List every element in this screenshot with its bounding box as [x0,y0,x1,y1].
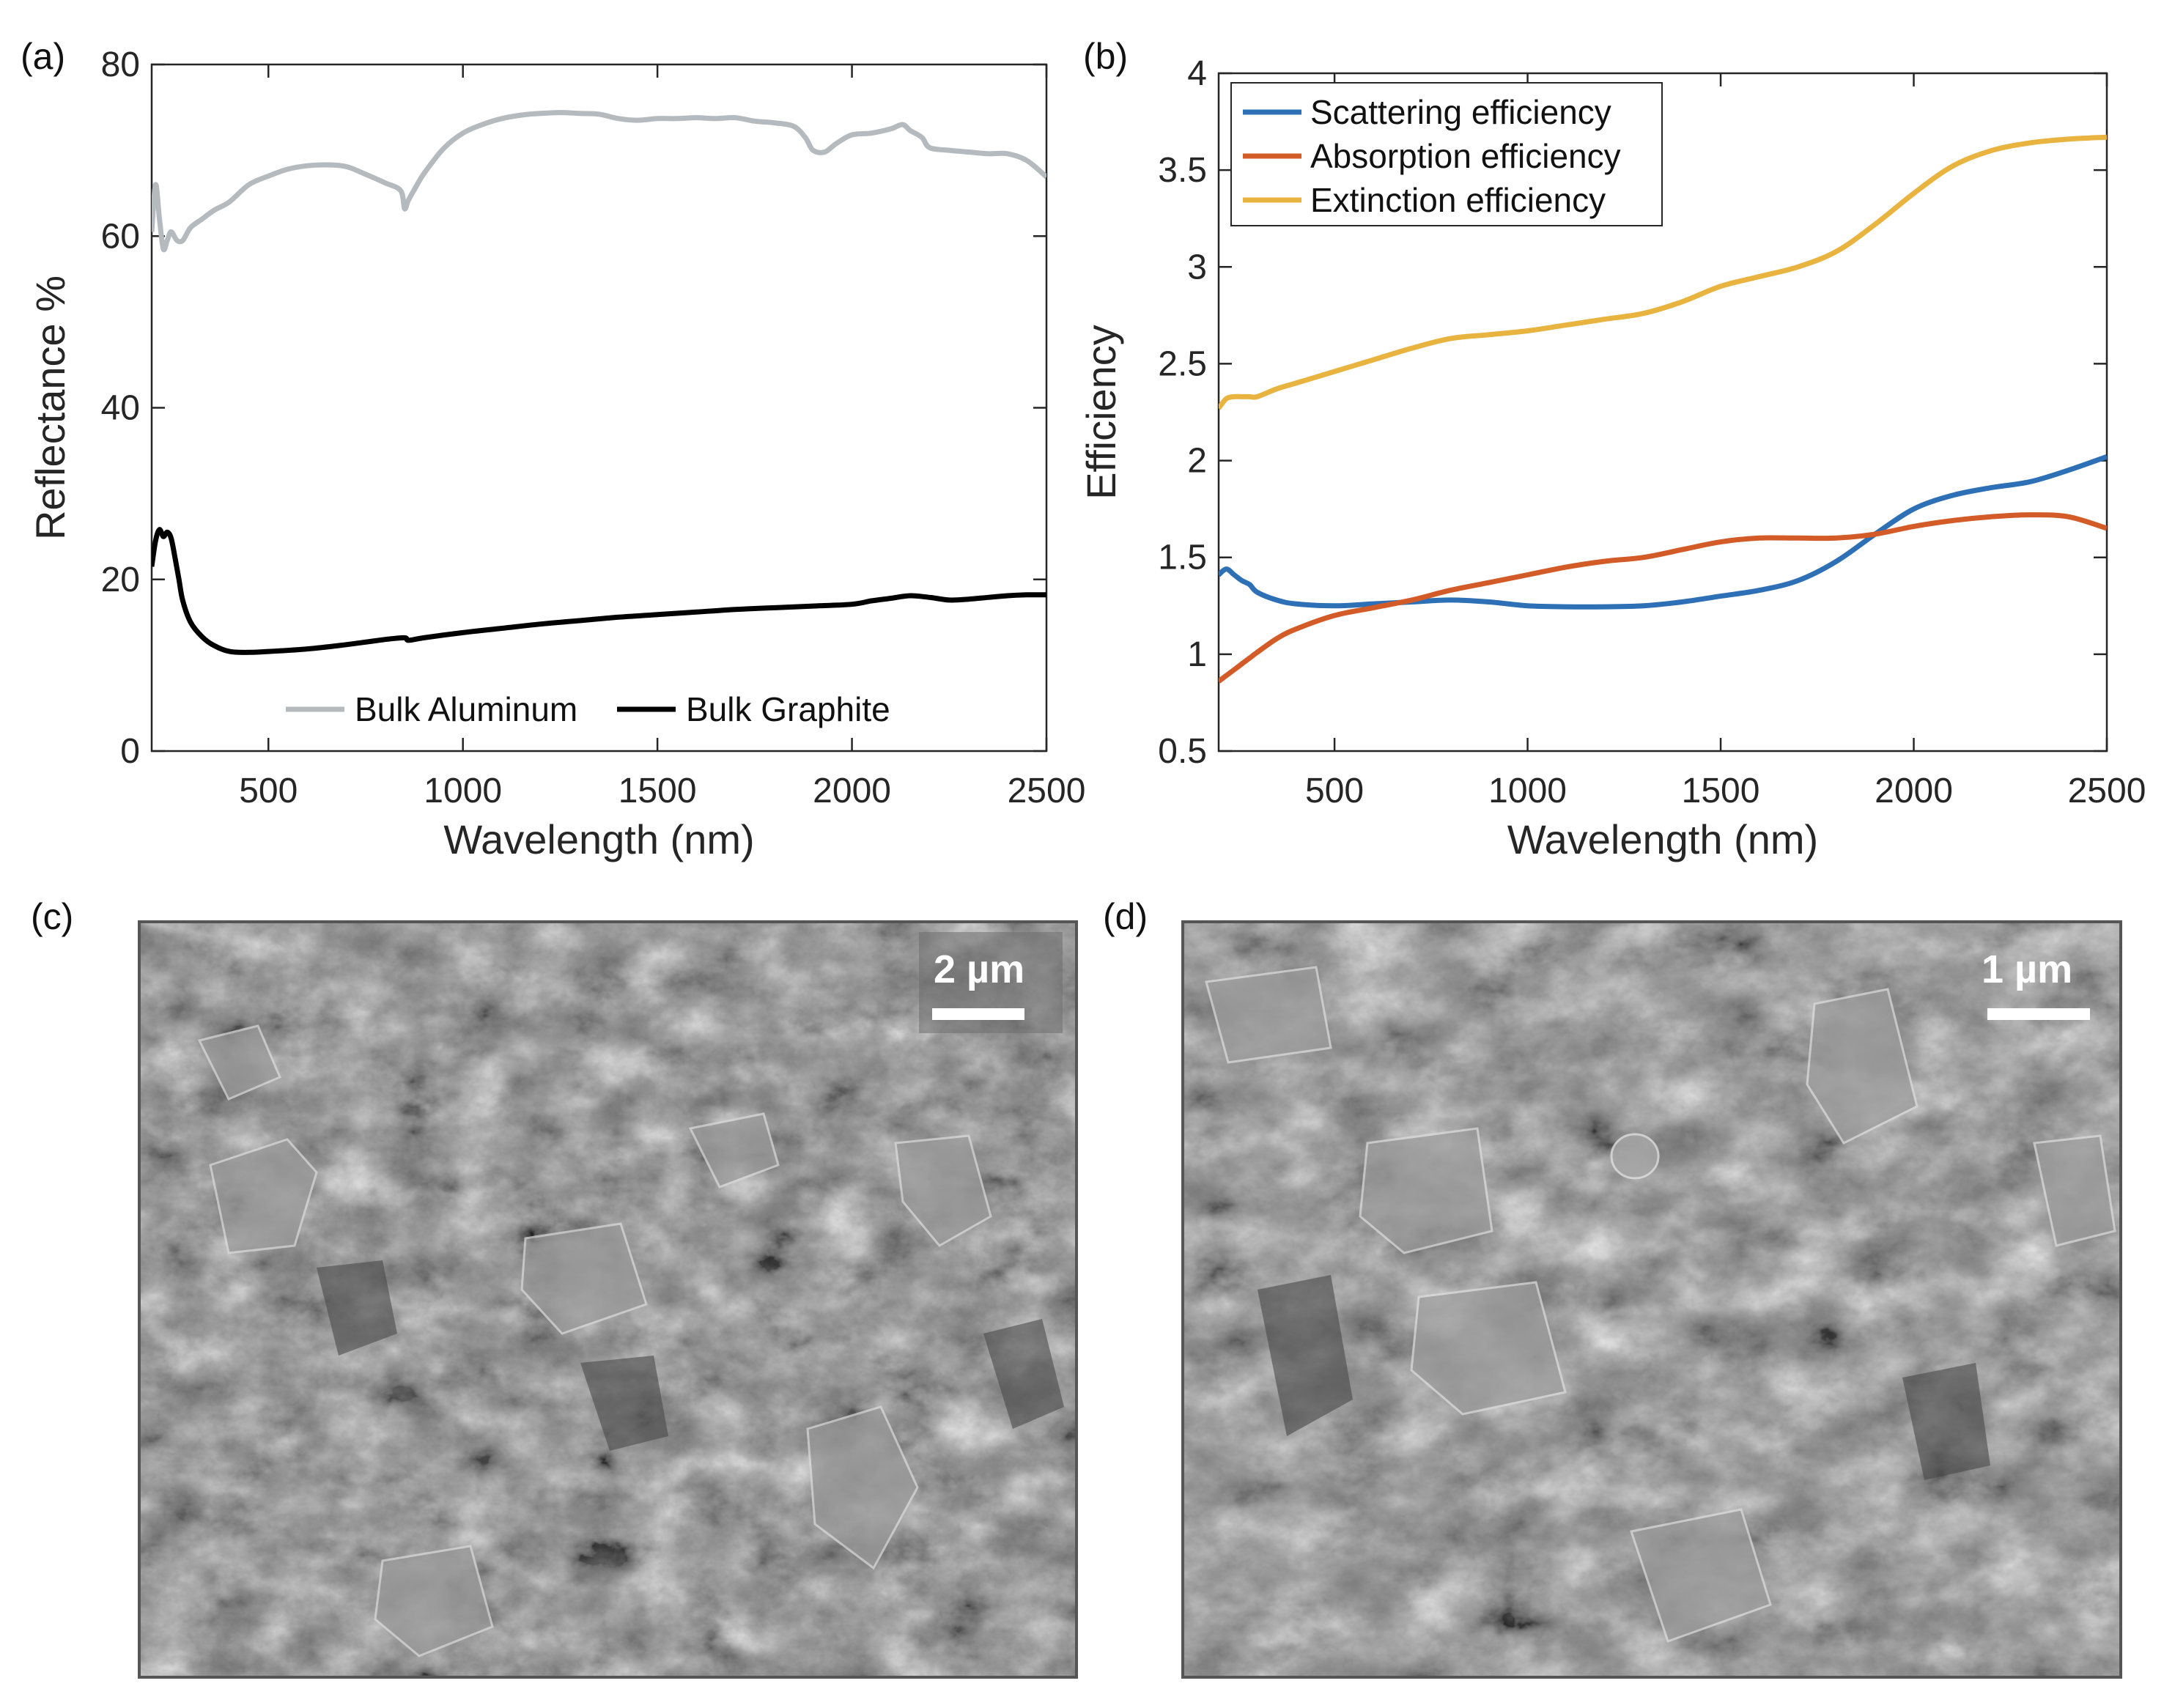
chart-a-ytick-label: 60 [101,217,140,256]
chart-a-legend-label-bulk-graphite: Bulk Graphite [686,690,890,728]
panel-label-b: (b) [1083,36,1129,77]
chart-b-ytick-label: 4 [1187,54,1207,93]
chart-b-ytick-label: 2.5 [1158,344,1207,383]
chart-a-xtick-label: 500 [239,772,298,810]
chart-b-series-extinction-efficiency [1219,134,2107,410]
chart-b-ytick-label: 1 [1187,635,1207,674]
chart-b-ytick-label: 1.5 [1158,539,1207,577]
sem-texture-d [1184,923,2119,1676]
chart-a-ytick-label: 40 [101,389,140,428]
chart-a-ytick-label: 0 [120,732,140,771]
chart-b-ytick-label: 3 [1187,248,1207,286]
chart-a-xlabel: Wavelength (nm) [443,816,754,862]
chart-a-xtick-label: 1500 [618,772,697,810]
chart-a-xtick-label: 2500 [1008,772,1086,810]
chart-b-ytick-label: 0.5 [1158,732,1207,771]
chart-b-series-scattering-efficiency [1219,454,2107,610]
scalebar-label-d: 1 µm [1982,947,2073,991]
scalebar-line-c [932,1008,1024,1020]
chart-a-series-bulk-aluminum [152,110,1046,253]
chart-a-xtick-label: 2000 [813,772,891,810]
chart-b-legend-label-scattering-efficiency: Scattering efficiency [1310,93,1611,131]
chart-a-ylabel: Reflectance % [27,276,73,540]
panel-label-a: (a) [21,36,66,77]
chart-b-xtick-label: 1000 [1488,772,1567,810]
chart-b-ylabel: Efficiency [1078,325,1124,500]
chart-b-axes-box [1217,72,2108,753]
chart-a-ytick-label: 80 [101,45,140,84]
chart-b-legend-box [1230,82,1663,226]
chart-b-xtick-label: 2500 [2068,772,2146,810]
scalebar-line-d [1987,1008,2090,1020]
sem-image-c: 2 µm [138,920,1078,1679]
sem-texture-c [141,923,1075,1676]
chart-b-xtick-label: 2000 [1875,772,1953,810]
chart-b-xtick-label: 1500 [1682,772,1760,810]
chart-a-legend-label-bulk-aluminum: Bulk Aluminum [355,690,577,728]
panel-label-d: (d) [1103,896,1148,937]
chart-b-efficiency: 500 1000 1500 2000 2500 0.5 1 1.5 2 2.5 3 3.5 4 Wavel… [1078,54,2146,862]
chart-b-ytick-label: 2 [1187,442,1207,481]
chart-a-xtick-label: 1000 [424,772,502,810]
scalebar-label-c: 2 µm [934,947,1025,991]
chart-b-legend-label-extinction-efficiency: Extinction efficiency [1310,181,1606,219]
chart-b-xtick-label: 500 [1305,772,1364,810]
chart-a-reflectance: 500 1000 1500 2000 2500 0 20 40 60 80 Wavelength (… [27,45,1085,862]
chart-a-ytick-label: 20 [101,561,140,599]
chart-b-series-absorption-efficiency [1219,512,2107,684]
chart-b-legend-label-absorption-efficiency: Absorption efficiency [1310,137,1621,175]
sem-image-d: 1 µm [1181,920,2122,1679]
chart-b-xlabel: Wavelength (nm) [1507,816,1818,862]
chart-b-ytick-label: 3.5 [1158,151,1207,190]
panel-label-c: (c) [31,896,74,937]
chart-a-series-bulk-graphite [152,527,1046,655]
